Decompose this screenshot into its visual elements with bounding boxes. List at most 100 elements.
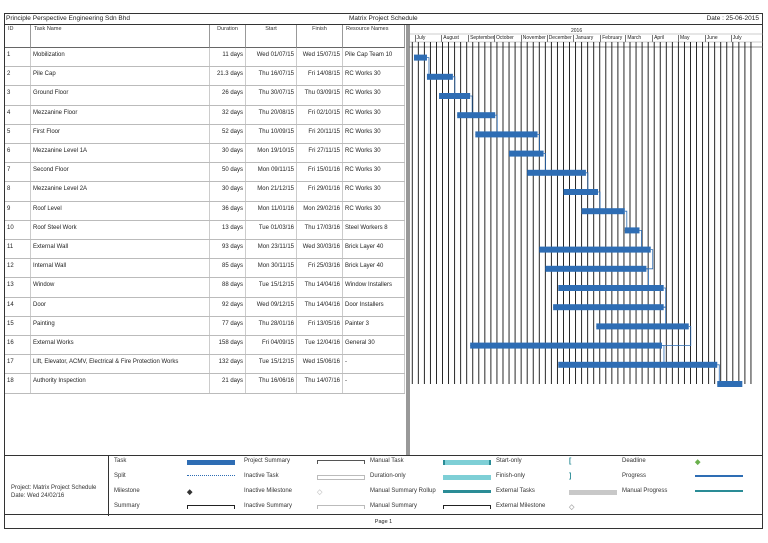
col-id[interactable]: ID [5,25,31,48]
legend-swatch [695,490,743,492]
task-bar [457,112,496,119]
cell-finish: Thu 14/04/16 [297,278,343,297]
legend-swatch-icon: ◇ [569,504,575,511]
cell-name: Authority Inspection [31,374,210,393]
cell-id: 6 [5,144,31,163]
col-duration[interactable]: Duration [210,25,246,48]
cell-resource: Window Installers [343,278,405,297]
cell-finish: Fri 15/01/16 [297,163,343,182]
legend-label: Start-only [496,458,522,464]
legend-project: Project: Matrix Project Schedule [11,485,97,491]
timescale-month: July [414,35,426,42]
col-task-name[interactable]: Task Name [31,25,210,48]
col-start[interactable]: Start [246,25,297,48]
table-row[interactable]: 7 Second Floor 50 days Mon 09/11/15 Fri 15/0… [5,163,405,183]
task-bar [470,342,662,349]
cell-id: 7 [5,163,31,182]
cell-resource: RC Works 30 [343,67,405,86]
legend-swatch [187,475,235,476]
legend-label: Manual Summary [370,503,418,509]
cell-start: Mon 19/10/15 [246,144,297,163]
task-bar [414,54,427,61]
cell-resource: - [343,355,405,374]
cell-name: Mezzanine Level 1A [31,144,210,163]
table-row[interactable]: 9 Roof Level 36 days Mon 11/01/16 Mon 29/02/… [5,201,405,221]
cell-duration: 93 days [210,240,246,259]
cell-start: Thu 16/07/15 [246,67,297,86]
table-row[interactable]: 11 External Wall 93 days Mon 23/11/15 Wed 30… [5,240,405,260]
timescale-month: July [730,35,742,42]
cell-start: Tue 15/12/15 [246,278,297,297]
cell-id: 4 [5,105,31,124]
cell-duration: 30 days [210,144,246,163]
cell-resource: Brick Layer 40 [343,240,405,259]
legend-label: Manual Task [370,458,404,464]
cell-resource: General 30 [343,336,405,355]
cell-name: Roof Steel Work [31,220,210,239]
table-row[interactable]: 2 Pile Cap 21.3 days Thu 16/07/15 Fri 14/08/… [5,67,405,87]
table-row[interactable]: 17 Lift, Elevator, ACMV, Electrical & Fir… [5,355,405,375]
cell-duration: 132 days [210,355,246,374]
cell-name: Lift, Elevator, ACMV, Electrical & Fire … [31,355,210,374]
cell-finish: Fri 02/10/15 [297,105,343,124]
cell-resource: RC Works 30 [343,105,405,124]
cell-finish: Wed 30/03/16 [297,240,343,259]
legend-label: Split [114,473,126,479]
legend-date: Date: Wed 24/02/16 [11,493,65,499]
cell-duration: 158 days [210,336,246,355]
task-bar [426,73,453,80]
task-bar [475,131,538,138]
table-row[interactable]: 3 Ground Floor 26 days Thu 30/07/15 Thu 03/0… [5,86,405,106]
cell-finish: Thu 14/07/16 [297,374,343,393]
cell-id: 18 [5,374,31,393]
timescale-month: November [520,35,546,42]
table-row[interactable]: 4 Mezzanine Floor 32 days Thu 20/08/15 Fri 0… [5,105,405,125]
col-resource[interactable]: Resource Names [343,25,405,48]
cell-start: Fri 04/09/15 [246,336,297,355]
legend-label: Inactive Summary [244,503,293,509]
legend-label: Duration-only [370,473,406,479]
table-row[interactable]: 14 Door 92 days Wed 09/12/15 Thu 14/04/16 Doo… [5,297,405,317]
cell-start: Mon 21/12/15 [246,182,297,201]
timescale-month: June [704,35,718,42]
timescale-month: October [493,35,514,42]
task-bar [545,265,647,272]
table-row[interactable]: 6 Mezzanine Level 1A 30 days Mon 19/10/15 Fr… [5,144,405,164]
timescale-month: February [600,35,623,42]
legend-swatch-icon: ] [569,473,572,480]
legend-label: External Milestone [496,503,546,509]
table-row[interactable]: 1 Mobilization 11 days Wed 01/07/15 Wed 15/0… [5,48,405,68]
cell-resource: RC Works 30 [343,201,405,220]
col-finish[interactable]: Finish [297,25,343,48]
legend-swatch-icon: ◆ [695,459,701,466]
task-bar [596,323,689,330]
cell-name: Mezzanine Floor [31,105,210,124]
table-row[interactable]: 18 Authority Inspection 21 days Thu 16/06/1… [5,374,405,394]
cell-duration: 26 days [210,86,246,105]
timescale-month: August [441,35,459,42]
legend-swatch [695,475,743,477]
legend-swatch [317,475,365,480]
cell-id: 9 [5,201,31,220]
legend-swatch [187,460,235,465]
cell-id: 15 [5,316,31,335]
cell-resource: Steel Workers 8 [343,220,405,239]
cell-name: Roof Level [31,201,210,220]
table-row[interactable]: 5 First Floor 52 days Thu 10/09/15 Fri 20/11… [5,124,405,144]
table-row[interactable]: 12 Internal Wall 85 days Mon 30/11/15 Fri 25… [5,259,405,279]
table-row[interactable]: 13 Window 88 days Tue 15/12/15 Thu 14/04/16 W… [5,278,405,298]
cell-finish: Fri 25/03/16 [297,259,343,278]
table-row[interactable]: 15 Painting 77 days Thu 28/01/16 Fri 13/05/1… [5,316,405,336]
cell-duration: 92 days [210,297,246,316]
legend-swatch-icon: [ [569,458,572,465]
task-bar [581,208,625,215]
table-row[interactable]: 16 External Works 158 days Fri 04/09/15 Tue … [5,336,405,356]
report-date: Date : 25-06-2015 [706,15,759,22]
legend-swatch [443,475,491,480]
cell-duration: 52 days [210,124,246,143]
cell-start: Tue 15/12/15 [246,355,297,374]
table-row[interactable]: 8 Mezzanine Level 2A 30 days Mon 21/12/15 Fr… [5,182,405,202]
table-row[interactable]: 10 Roof Steel Work 13 days Tue 01/03/16 Thu … [5,220,405,240]
cell-name: Ground Floor [31,86,210,105]
cell-id: 12 [5,259,31,278]
